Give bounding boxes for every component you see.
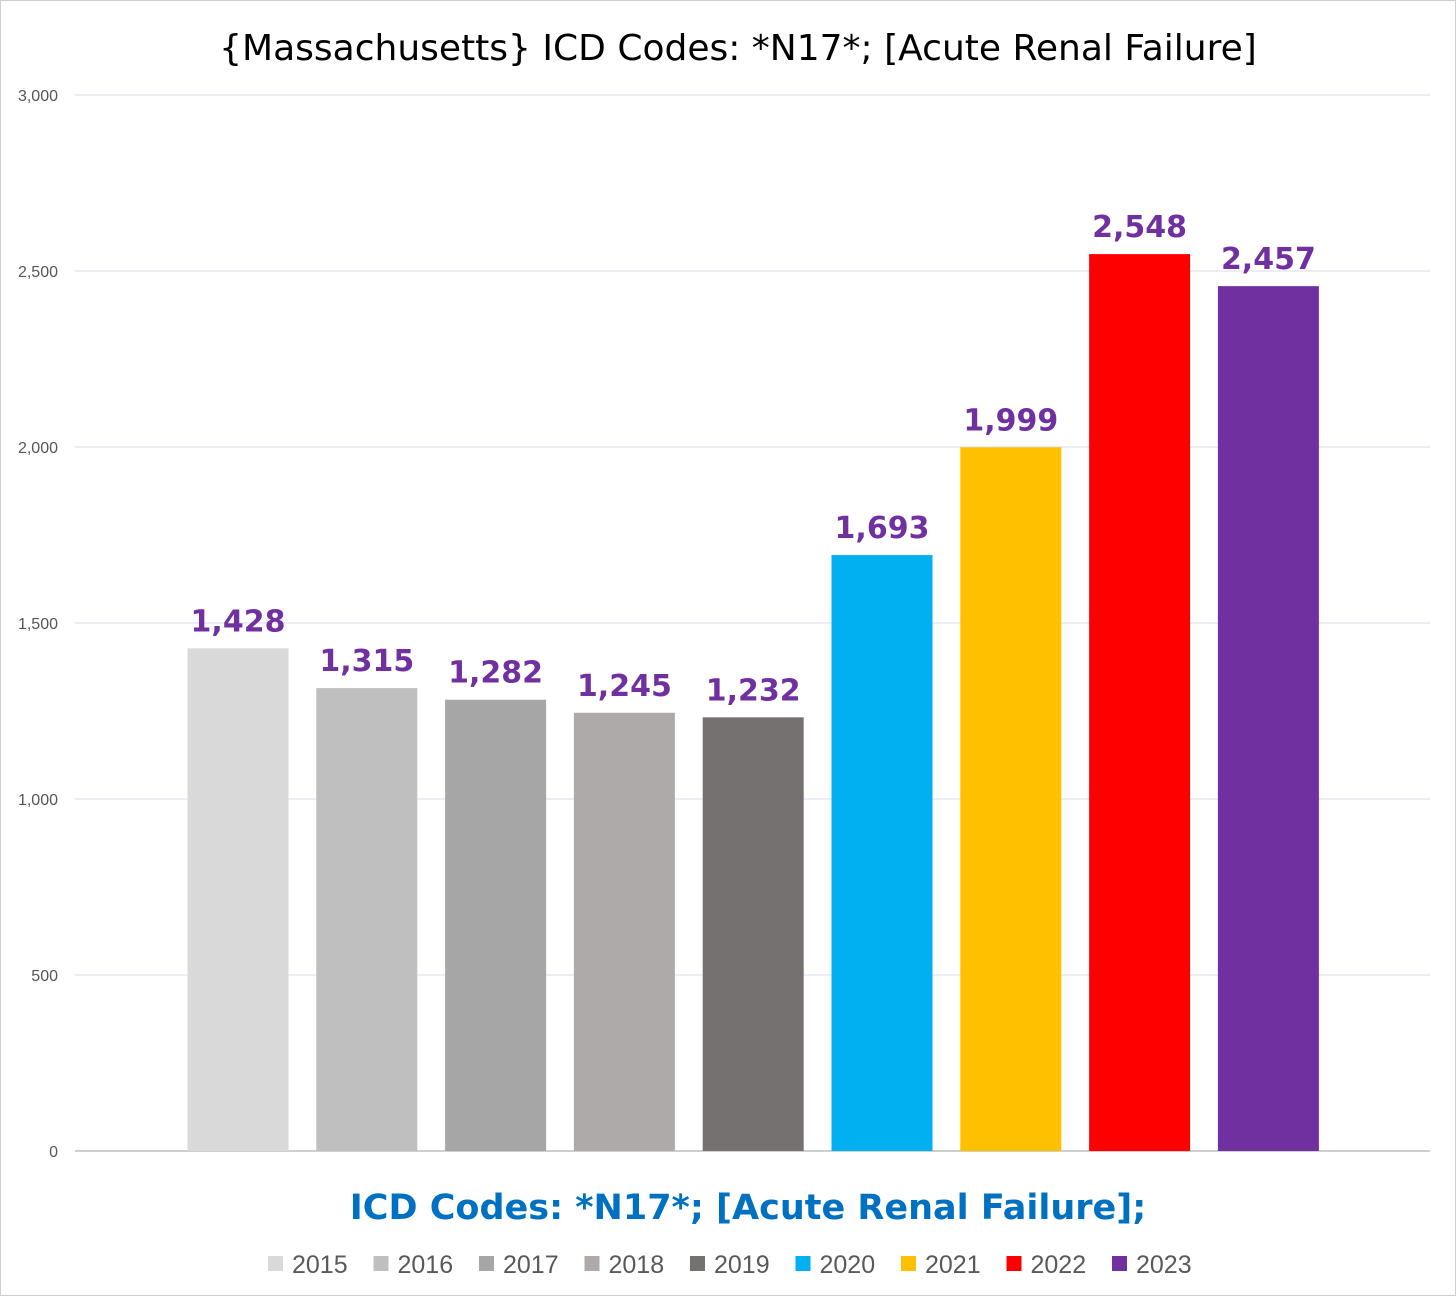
data-label-2023: 2,457 — [1221, 242, 1316, 277]
y-tick-label: 2,500 — [18, 264, 58, 281]
data-label-2017: 1,282 — [448, 656, 543, 691]
legend-label-2019: 2019 — [714, 1251, 770, 1279]
y-tick-label: 0 — [49, 1144, 58, 1161]
legend-label-2016: 2016 — [398, 1251, 454, 1279]
y-tick-label: 500 — [31, 968, 58, 985]
legend-label-2017: 2017 — [503, 1251, 559, 1279]
bar-2022 — [1089, 254, 1191, 1151]
data-label-2021: 1,999 — [963, 403, 1058, 438]
legend-swatch-2018 — [584, 1256, 600, 1271]
bar-2018 — [573, 712, 675, 1151]
x-axis-title: ICD Codes: *N17*; [Acute Renal Failure]; — [350, 1188, 1146, 1228]
chart-title: {Massachusetts} ICD Codes: *N17*; [Acute… — [219, 28, 1257, 69]
legend-label-2020: 2020 — [820, 1251, 876, 1279]
gridlines — [75, 94, 1430, 1152]
legend-swatch-2021 — [901, 1256, 916, 1271]
data-label-2015: 1,428 — [191, 604, 286, 639]
legend-label-2018: 2018 — [609, 1251, 665, 1279]
legend-label-2023: 2023 — [1136, 1251, 1192, 1279]
bar-2020 — [831, 555, 933, 1151]
data-label-2016: 1,315 — [319, 644, 414, 679]
bar-2019 — [702, 717, 804, 1151]
data-label-2020: 1,693 — [835, 511, 930, 546]
y-tick-label: 3,000 — [18, 88, 58, 105]
legend-swatch-2017 — [479, 1256, 494, 1271]
y-tick-label: 1,000 — [18, 792, 58, 809]
legend-swatch-2016 — [373, 1256, 389, 1271]
y-tick-label: 2,000 — [18, 440, 58, 457]
bar-2017 — [445, 699, 547, 1151]
legend-swatch-2022 — [1006, 1256, 1022, 1271]
data-label-2022: 2,548 — [1092, 210, 1187, 245]
legend-swatch-2020 — [795, 1256, 811, 1271]
bars — [187, 254, 1319, 1151]
data-label-2018: 1,245 — [577, 669, 672, 704]
legend-label-2022: 2022 — [1031, 1251, 1087, 1279]
legend-label-2021: 2021 — [925, 1251, 981, 1279]
y-axis-ticks: 0 500 1,000 1,500 2,000 2,500 3,000 — [18, 88, 58, 1161]
legend-swatch-2015 — [268, 1256, 283, 1271]
bar-2023 — [1217, 286, 1319, 1151]
y-tick-label: 1,500 — [18, 616, 58, 633]
bar-2021 — [960, 447, 1062, 1151]
legend-swatch-2023 — [1112, 1256, 1127, 1271]
bar-2015 — [187, 648, 289, 1151]
bar-2016 — [316, 688, 418, 1151]
legend-label-2015: 2015 — [292, 1251, 348, 1279]
data-label-2019: 1,232 — [706, 673, 801, 708]
legend: 2015 2016 2017 2018 2019 2020 2021 2022 2023 — [268, 1251, 1192, 1279]
legend-swatch-2019 — [690, 1256, 705, 1271]
data-labels: 1,428 1,315 1,282 1,245 1,232 1,693 1,999 2,548… — [191, 210, 1316, 708]
